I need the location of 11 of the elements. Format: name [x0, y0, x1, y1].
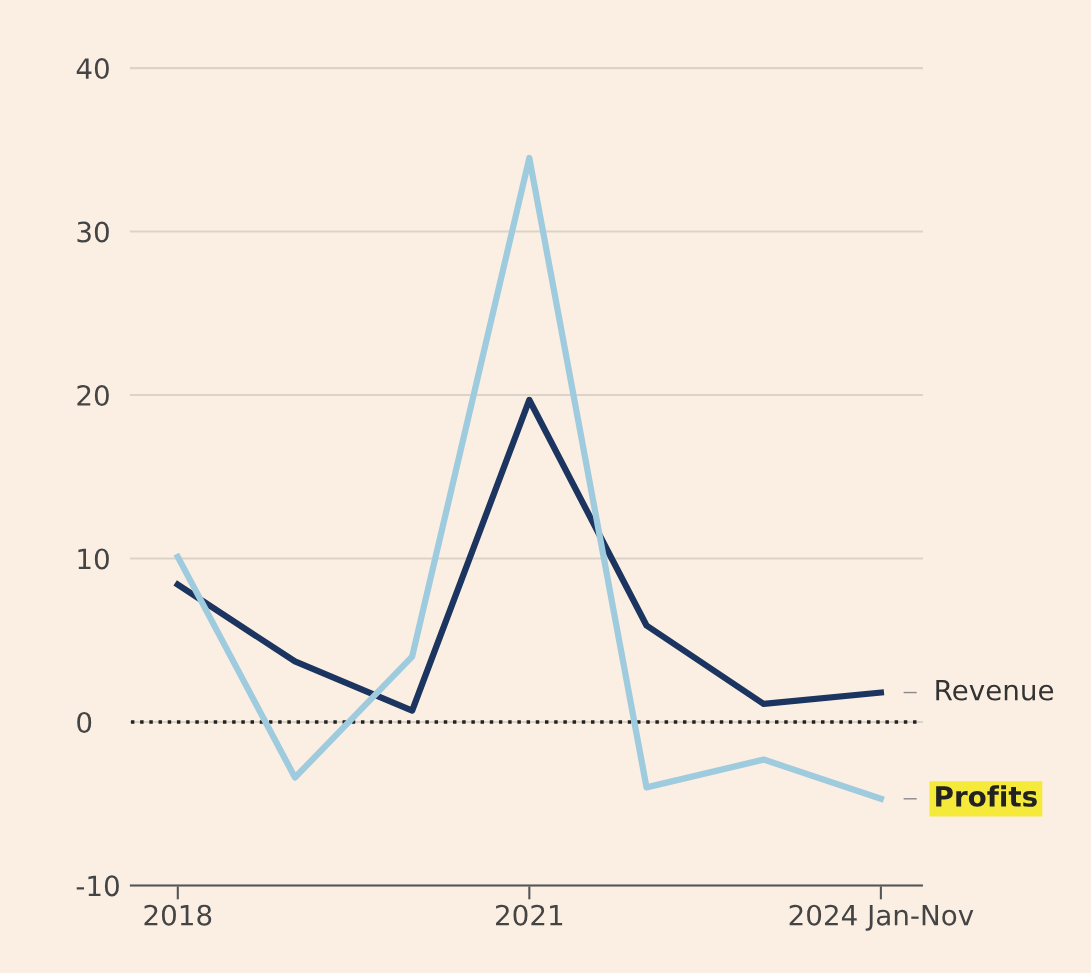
series-label: Profits — [936, 785, 1037, 807]
y-tick-label: 0 — [77, 711, 92, 733]
x-tick-label: 2021 — [496, 904, 563, 926]
y-tick-label: -10 — [76, 875, 119, 897]
x-tick-label: 2018 — [144, 904, 212, 926]
y-tick-label: 20 — [77, 384, 109, 406]
y-tick-label: 40 — [76, 58, 109, 80]
y-tick-label: 30 — [77, 221, 109, 243]
y-tick-label: 10 — [78, 548, 109, 570]
series-label: Revenue — [936, 679, 1054, 701]
x-tick-label: 2024 Jan-Nov — [789, 904, 974, 931]
